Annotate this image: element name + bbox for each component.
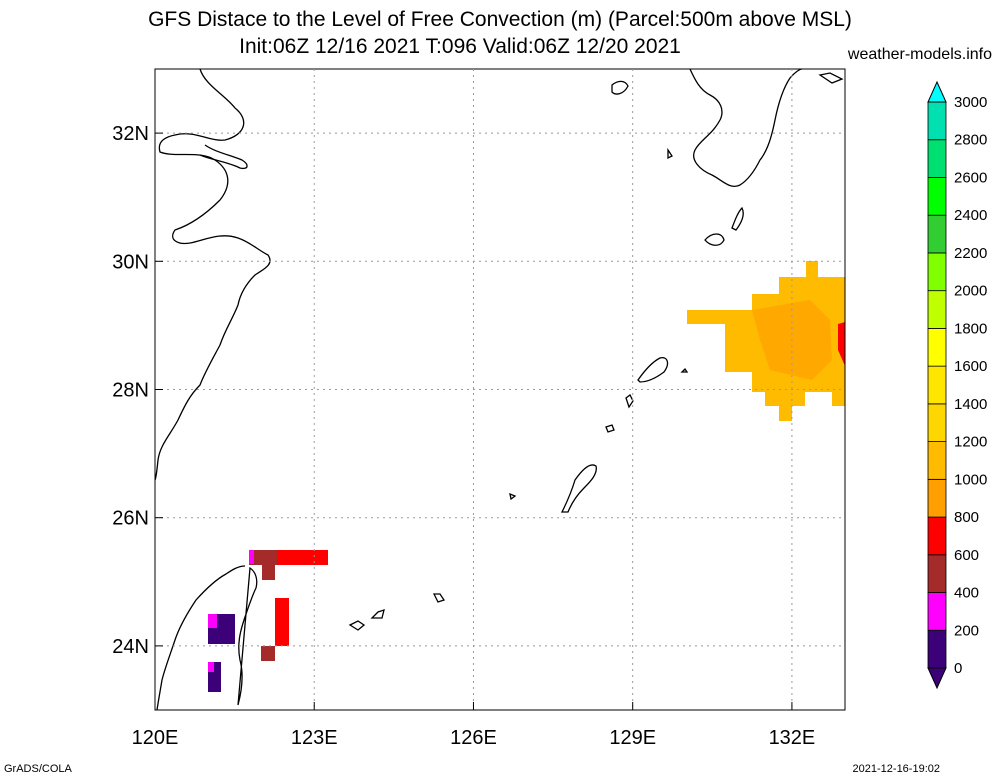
y-axis-ticks: 24N 26N 28N 30N 32N <box>112 123 163 658</box>
chart-title: GFS Distace to the Level of Free Convect… <box>148 8 852 31</box>
colorbar-label: 2000 <box>954 283 987 300</box>
colorbar-segment <box>927 177 947 216</box>
colorbar-segment <box>927 592 947 631</box>
colorbar-max-arrow <box>927 80 947 103</box>
x-tick-label: 120E <box>132 727 179 749</box>
x-tick-label: 132E <box>769 727 816 749</box>
lfc-field-east-red <box>838 322 845 366</box>
lfc-field-taiwan-brown2 <box>262 564 275 580</box>
colorbar-label: 2800 <box>954 132 987 149</box>
colorbar-segment <box>927 629 947 669</box>
coast-china-inner <box>199 144 248 170</box>
colorbar-label: 1000 <box>954 471 987 488</box>
y-tick-label: 28N <box>112 380 149 402</box>
lfc-field-taiwan-red-strip <box>276 550 328 565</box>
colorbar-label: 2600 <box>954 169 987 186</box>
colorbar-label: 600 <box>954 547 979 564</box>
coast-japan-kyushu <box>689 68 803 187</box>
colorbar-segment <box>927 403 947 443</box>
coastlines <box>154 68 844 711</box>
gridlines <box>155 69 845 710</box>
colorbar-label: 0 <box>954 660 962 677</box>
coast-china-mainland <box>154 68 271 481</box>
chart-subtitle: Init:06Z 12/16 2021 T:096 Valid:06Z 12/2… <box>239 35 681 58</box>
y-tick-label: 24N <box>112 636 149 658</box>
colorbar-segment <box>927 290 947 329</box>
x-axis-ticks: 120E 123E 126E 129E 132E <box>132 702 816 749</box>
colorbar-segment <box>927 139 947 178</box>
colorbar-segment <box>927 516 947 556</box>
lfc-field-taiwan-red-col <box>275 598 289 646</box>
x-tick-label: 129E <box>609 727 656 749</box>
lfc-field-taiwan-brown3 <box>261 646 275 661</box>
colorbar-label: 2200 <box>954 245 987 262</box>
coast-islands-ryukyu <box>348 357 689 631</box>
colorbar-segment <box>927 478 947 518</box>
lfc-field-taiwan-magenta <box>249 550 254 564</box>
colorbar-label: 400 <box>954 585 979 602</box>
y-tick-label: 30N <box>112 251 149 273</box>
footer-timestamp: 2021-12-16-19:02 <box>852 763 940 775</box>
colorbar-label: 1400 <box>954 396 987 413</box>
colorbar-segment <box>927 214 947 254</box>
footer-software: GrADS/COLA <box>4 763 72 775</box>
colorbar-segment <box>927 252 947 292</box>
y-tick-label: 26N <box>112 508 149 530</box>
y-tick-label: 32N <box>112 123 149 145</box>
coast-japan-islands <box>611 72 844 246</box>
x-tick-label: 123E <box>291 727 338 749</box>
colorbar-label: 1800 <box>954 320 987 337</box>
colorbar-label: 1600 <box>954 358 987 375</box>
colorbar-segment <box>927 554 947 593</box>
colorbar-segment <box>927 327 947 367</box>
x-tick-label: 126E <box>450 727 497 749</box>
colorbar-label: 200 <box>954 622 979 639</box>
lfc-field-taiwan-brown <box>249 550 277 565</box>
colorbar-label: 2400 <box>954 207 987 224</box>
credit-text: weather-models.info <box>847 46 992 63</box>
colorbar: 0 200 400 600 800 1000 1200 1400 1600 1800 2000 220… <box>927 80 987 690</box>
colorbar-segment <box>927 441 947 480</box>
coast-taiwan <box>156 565 258 711</box>
field-patches <box>208 261 845 692</box>
lfc-field-taiwan-magenta2 <box>208 662 214 672</box>
colorbar-segment <box>927 101 947 141</box>
lfc-field-taiwan-magenta1 <box>208 614 217 628</box>
colorbar-min-arrow <box>927 667 947 690</box>
colorbar-segment <box>927 365 947 405</box>
colorbar-label: 1200 <box>954 434 987 451</box>
colorbar-label: 800 <box>954 509 979 526</box>
colorbar-label: 3000 <box>954 94 987 111</box>
